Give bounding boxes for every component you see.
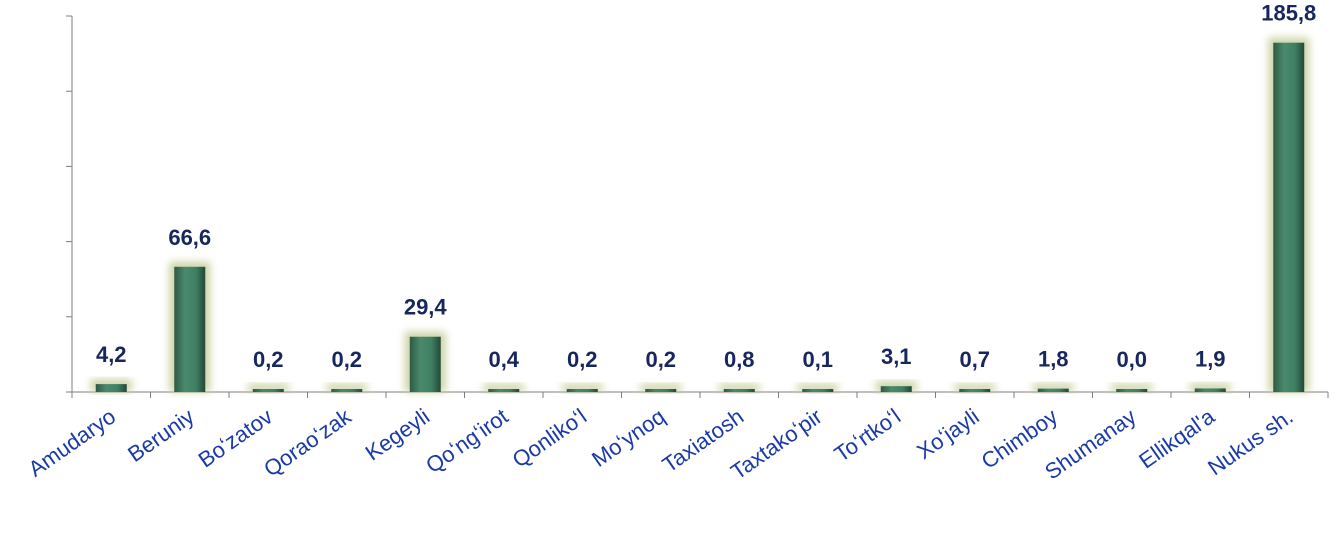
bar-glow <box>954 384 996 392</box>
data-label: 3,1 <box>881 344 912 369</box>
bar-5 <box>488 389 520 392</box>
bar-glow <box>1032 383 1074 392</box>
bar-glow <box>1189 383 1231 392</box>
data-label: 0,2 <box>253 347 284 372</box>
bar-layer <box>90 37 1310 393</box>
bar-15 <box>1273 42 1305 393</box>
data-label: 0,1 <box>802 347 833 372</box>
x-tick-label: Xoʻjayli <box>912 404 983 464</box>
bar-glow <box>640 384 682 392</box>
x-tick-label: Qoʻngʻirot <box>421 404 512 478</box>
data-label: 0,4 <box>488 347 519 372</box>
bar-7 <box>645 389 677 392</box>
bar-4 <box>409 336 441 392</box>
x-tick-label: Qoraoʻzak <box>259 403 356 482</box>
bar-6 <box>566 389 598 392</box>
x-tick-label: Qonlikoʻl <box>508 404 591 473</box>
data-label: 0,0 <box>1116 347 1147 372</box>
data-label: 0,2 <box>645 347 676 372</box>
bar-12 <box>1037 388 1069 392</box>
bar-9 <box>802 389 834 392</box>
bar-8 <box>723 389 755 392</box>
data-label: 1,9 <box>1195 346 1226 371</box>
bar-10 <box>880 386 912 392</box>
bar-glow <box>1111 384 1153 392</box>
x-tick-label: Amudaryo <box>24 404 120 482</box>
data-label: 1,8 <box>1038 347 1069 372</box>
bar-glow <box>797 384 839 392</box>
bar-glow <box>483 384 525 392</box>
bar-0 <box>95 384 127 392</box>
x-tick-label: Toʻrtkoʻl <box>830 404 905 467</box>
bar-2 <box>252 389 284 392</box>
axis-layer <box>66 15 1329 398</box>
label-layer: 4,2Amudaryo66,6Beruniy0,2Boʻzatov0,2Qora… <box>24 1 1317 485</box>
bar-1 <box>174 266 206 392</box>
bar-glow <box>247 384 289 392</box>
data-label: 0,2 <box>331 347 362 372</box>
bar-3 <box>331 389 363 392</box>
data-label: 0,8 <box>724 347 755 372</box>
bar-11 <box>959 389 991 392</box>
data-label: 185,8 <box>1261 1 1316 26</box>
data-label: 4,2 <box>96 342 127 367</box>
x-tick-label: Moʻynoq <box>587 404 669 472</box>
data-label: 29,4 <box>404 295 448 320</box>
bar-13 <box>1116 389 1148 392</box>
data-label: 0,2 <box>567 347 598 372</box>
bar-14 <box>1194 388 1226 392</box>
data-label: 66,6 <box>168 225 211 250</box>
bar-glow <box>718 384 760 392</box>
data-label: 0,7 <box>959 347 990 372</box>
x-tick-label: Beruniy <box>123 404 198 467</box>
x-tick-label: Nukus sh. <box>1203 404 1297 481</box>
bar-glow <box>561 384 603 392</box>
bar-glow <box>326 384 368 392</box>
